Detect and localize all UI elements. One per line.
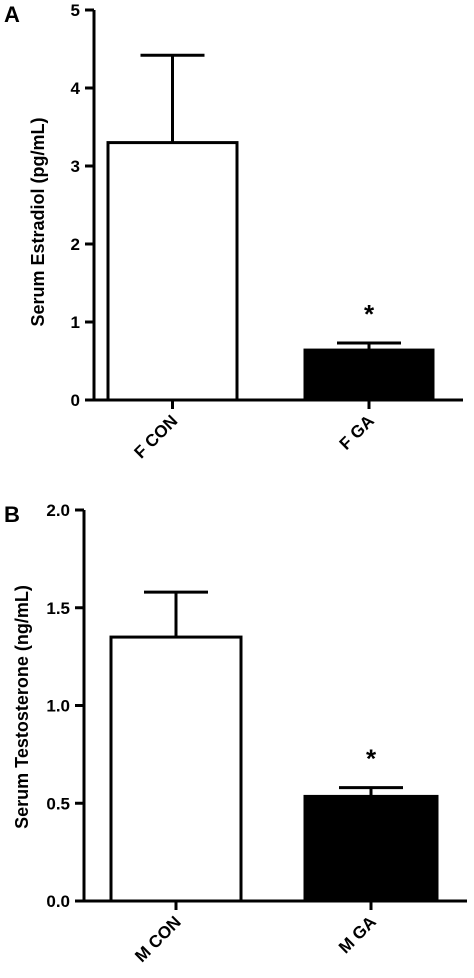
- x-tick-label: F CON: [130, 411, 181, 462]
- y-tick-label: 0: [71, 391, 80, 410]
- y-tick-label: 0.5: [46, 794, 70, 813]
- bar: [303, 794, 439, 903]
- x-tick-label: M CON: [131, 912, 185, 966]
- y-tick-label: 4: [71, 79, 81, 98]
- y-tick-label: 2: [71, 235, 80, 254]
- y-tick-label: 3: [71, 157, 80, 176]
- bar: [106, 141, 239, 402]
- y-tick-label: 1: [71, 313, 80, 332]
- significance-marker: *: [366, 744, 377, 774]
- bar: [303, 348, 435, 402]
- panel-a: A Serum Estradiol (pg/mL) 0 1 2 3 4 5 F CON F G…: [4, 1, 463, 462]
- bar: [109, 635, 243, 903]
- panel-b-y-axis-title: Serum Testosterone (ng/mL): [12, 585, 32, 829]
- x-tick-label: M GA: [335, 912, 380, 957]
- x-tick-label: F GA: [336, 411, 378, 453]
- panel-b: B Serum Testosterone (ng/mL) 0.0 0.5 1.0 1.…: [4, 501, 467, 966]
- y-tick-label: 1.0: [46, 697, 70, 716]
- panel-b-letter: B: [4, 502, 20, 527]
- panel-a-letter: A: [4, 2, 20, 27]
- panel-a-y-axis-title: Serum Estradiol (pg/mL): [28, 117, 48, 326]
- y-tick-label: 0.0: [46, 892, 70, 911]
- y-tick-label: 1.5: [46, 599, 70, 618]
- y-tick-label: 2.0: [46, 501, 70, 520]
- y-tick-label: 5: [71, 1, 80, 20]
- significance-marker: *: [364, 299, 375, 329]
